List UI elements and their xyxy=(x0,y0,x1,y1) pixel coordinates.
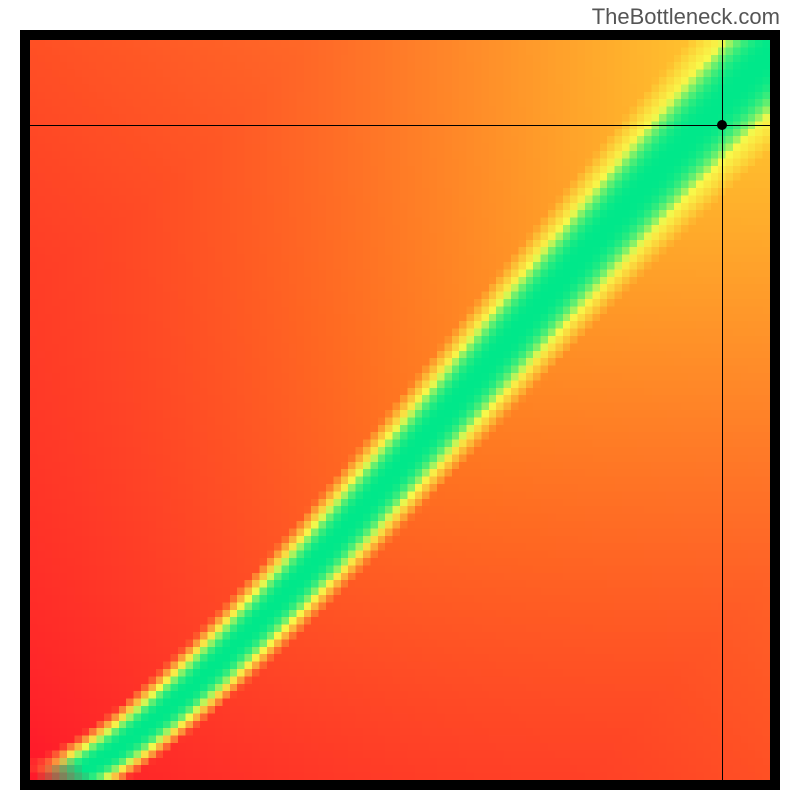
heatmap-canvas xyxy=(30,40,770,780)
crosshair-horizontal-line xyxy=(30,125,770,126)
watermark-label: TheBottleneck.com xyxy=(592,4,780,30)
crosshair-vertical-line xyxy=(722,40,723,780)
heatmap-plot-area xyxy=(20,30,780,790)
root-container: TheBottleneck.com xyxy=(0,0,800,800)
crosshair-marker-dot xyxy=(717,120,727,130)
